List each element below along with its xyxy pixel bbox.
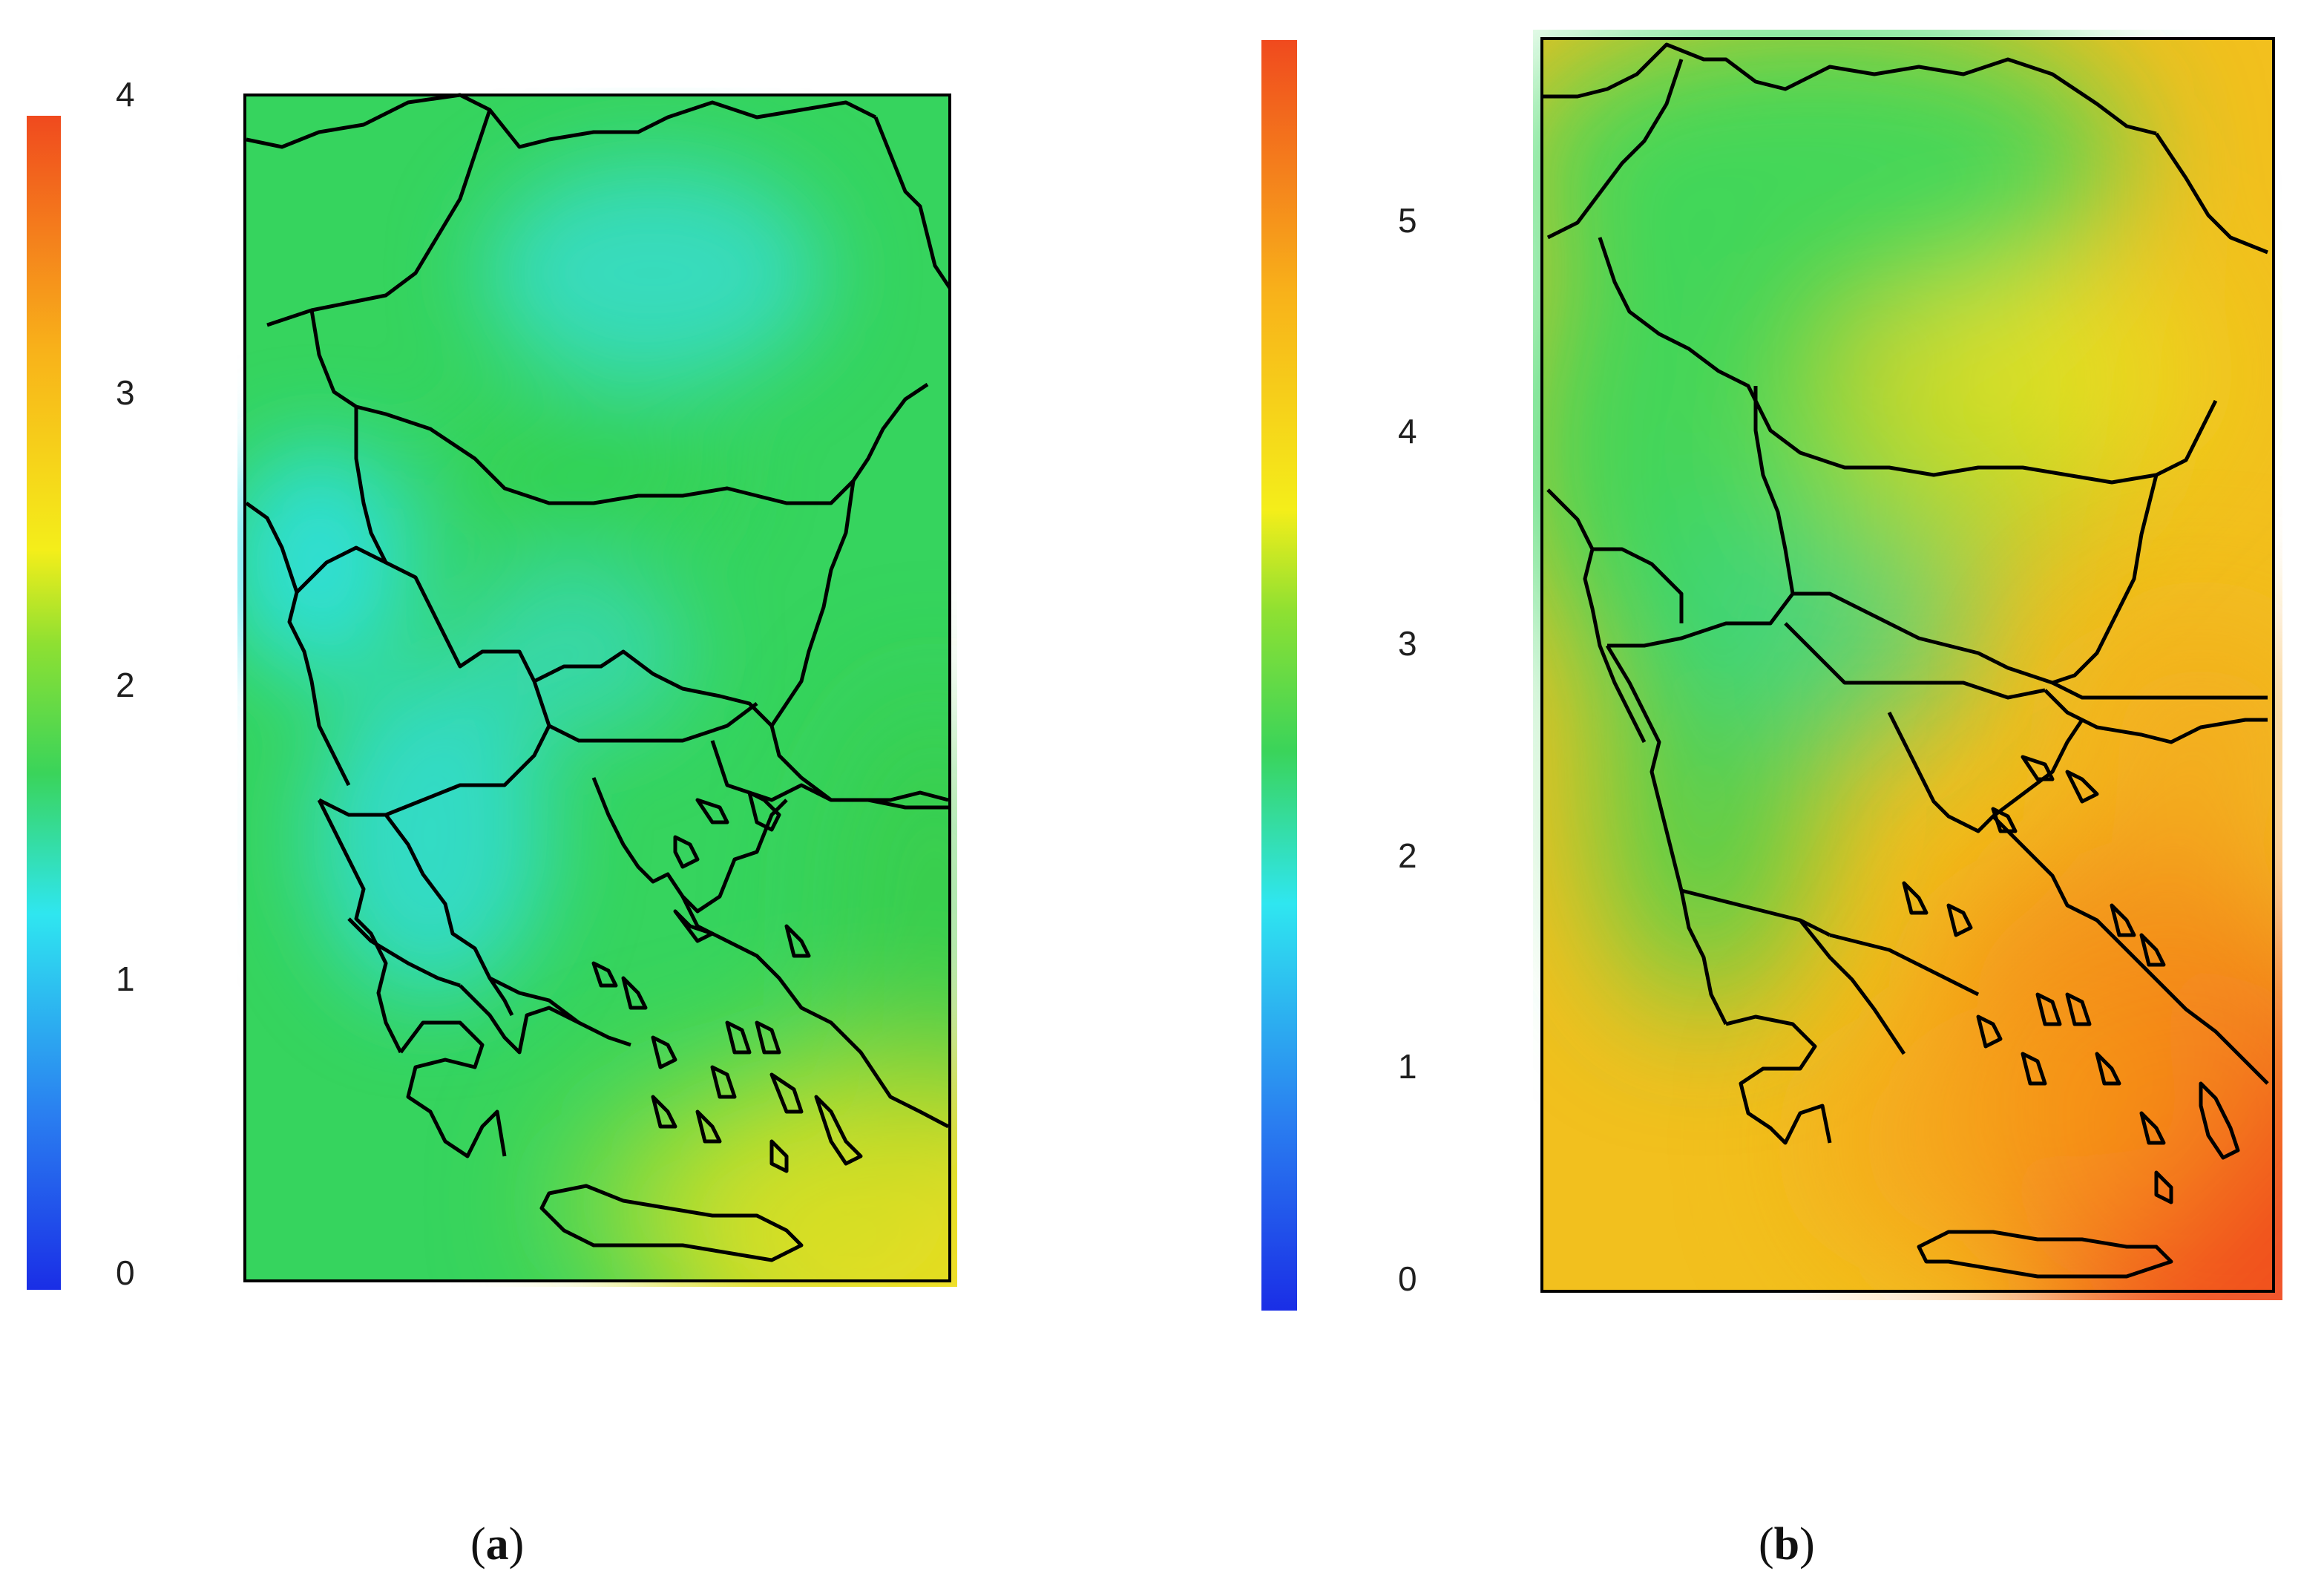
colorbar-b-tick: 3 bbox=[1398, 624, 1417, 663]
caption-b: (b) bbox=[1759, 1519, 1815, 1570]
caption-a-letter: a bbox=[485, 1519, 509, 1570]
colorbar-a-tick: 4 bbox=[116, 75, 135, 114]
colorbar-b bbox=[1261, 40, 1297, 1311]
colorbar-b-tick: 2 bbox=[1398, 836, 1417, 875]
map-a bbox=[237, 93, 957, 1287]
caption-b-letter: b bbox=[1773, 1519, 1800, 1570]
colorbar-b-tick: 5 bbox=[1398, 201, 1417, 240]
colorbar-a bbox=[27, 116, 61, 1290]
caption-a: (a) bbox=[470, 1519, 525, 1570]
panel-a: 4 3 2 1 0 bbox=[27, 75, 957, 1570]
colorbar-a-tick: 0 bbox=[116, 1253, 135, 1292]
map-b bbox=[1533, 30, 2282, 1300]
colorbar-b-tick: 0 bbox=[1398, 1259, 1417, 1298]
colorbar-b-tick: 4 bbox=[1398, 412, 1417, 450]
colorbar-a-tick: 1 bbox=[116, 960, 135, 998]
colorbar-a-tick: 3 bbox=[116, 373, 135, 412]
colorbar-b-tick: 1 bbox=[1398, 1047, 1417, 1086]
panel-b: 5 4 3 2 1 0 bbox=[1162, 0, 2324, 1577]
colorbar-a-tick: 2 bbox=[116, 666, 135, 704]
